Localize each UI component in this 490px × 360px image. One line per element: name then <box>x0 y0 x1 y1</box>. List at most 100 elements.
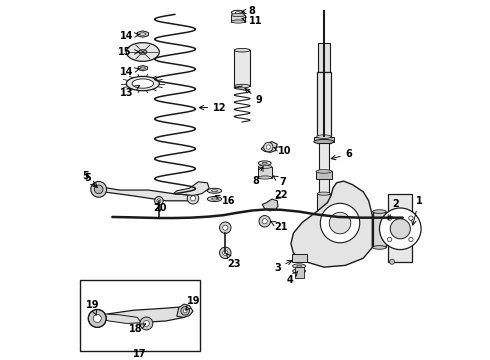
Ellipse shape <box>317 135 331 139</box>
Text: 20: 20 <box>153 203 167 213</box>
Polygon shape <box>177 304 193 318</box>
Circle shape <box>220 247 231 258</box>
Polygon shape <box>137 31 148 37</box>
Text: 10: 10 <box>274 146 291 156</box>
Ellipse shape <box>258 176 272 179</box>
Bar <box>80 280 200 351</box>
Bar <box>317 72 331 143</box>
Ellipse shape <box>234 84 250 88</box>
Ellipse shape <box>316 170 332 173</box>
Circle shape <box>390 259 394 264</box>
Ellipse shape <box>132 79 153 88</box>
Bar <box>318 194 330 222</box>
Circle shape <box>181 307 190 315</box>
Ellipse shape <box>231 20 245 23</box>
Text: 18: 18 <box>129 324 146 334</box>
Ellipse shape <box>318 74 330 76</box>
Ellipse shape <box>235 12 240 13</box>
Ellipse shape <box>373 210 386 213</box>
Circle shape <box>88 310 106 327</box>
Ellipse shape <box>212 190 218 192</box>
Circle shape <box>329 212 351 234</box>
Circle shape <box>262 219 268 224</box>
Ellipse shape <box>126 76 159 91</box>
Circle shape <box>409 237 413 242</box>
Text: 15: 15 <box>118 47 139 57</box>
Text: 7: 7 <box>273 176 286 187</box>
Ellipse shape <box>234 48 250 52</box>
Ellipse shape <box>207 188 221 193</box>
Circle shape <box>144 320 149 327</box>
Bar <box>231 15 245 22</box>
Circle shape <box>187 193 199 204</box>
Circle shape <box>390 219 410 239</box>
Text: 1: 1 <box>412 196 422 225</box>
Text: 19: 19 <box>86 300 99 315</box>
Bar <box>318 43 330 72</box>
Bar <box>316 171 332 179</box>
Polygon shape <box>262 199 278 211</box>
Text: 11: 11 <box>242 16 263 26</box>
Bar <box>234 50 250 86</box>
Circle shape <box>259 216 270 227</box>
Text: 12: 12 <box>199 103 227 113</box>
Ellipse shape <box>212 198 218 200</box>
Polygon shape <box>291 181 372 267</box>
Ellipse shape <box>318 221 330 224</box>
Text: 14: 14 <box>120 67 139 77</box>
Ellipse shape <box>296 265 302 267</box>
Ellipse shape <box>293 269 306 273</box>
Text: 16: 16 <box>216 195 236 206</box>
Circle shape <box>222 250 228 255</box>
Circle shape <box>157 199 161 203</box>
Bar <box>314 137 334 141</box>
Text: 6: 6 <box>331 149 352 160</box>
Text: 4: 4 <box>287 271 298 285</box>
Circle shape <box>379 208 421 249</box>
Polygon shape <box>173 182 209 195</box>
Circle shape <box>409 216 413 220</box>
Polygon shape <box>98 307 190 323</box>
Text: 19: 19 <box>186 296 200 310</box>
Ellipse shape <box>314 139 334 144</box>
Circle shape <box>140 317 153 330</box>
Bar <box>258 167 272 177</box>
Circle shape <box>95 186 102 193</box>
Circle shape <box>93 314 101 323</box>
Ellipse shape <box>139 50 147 54</box>
Bar <box>389 194 412 262</box>
Circle shape <box>264 142 273 152</box>
Circle shape <box>266 145 270 149</box>
Circle shape <box>91 181 107 197</box>
Circle shape <box>191 196 196 201</box>
Ellipse shape <box>231 10 245 15</box>
Circle shape <box>320 203 360 243</box>
Ellipse shape <box>126 43 159 61</box>
Text: 22: 22 <box>274 190 288 201</box>
Circle shape <box>183 309 187 313</box>
Ellipse shape <box>231 13 245 17</box>
Text: 21: 21 <box>271 222 288 231</box>
Ellipse shape <box>373 246 386 249</box>
Bar <box>292 254 307 262</box>
Polygon shape <box>138 66 147 71</box>
Text: 14: 14 <box>120 31 139 41</box>
Text: 5: 5 <box>82 171 95 186</box>
Ellipse shape <box>258 165 272 168</box>
Text: 2: 2 <box>388 199 399 220</box>
Circle shape <box>222 225 228 230</box>
Text: 23: 23 <box>226 253 241 269</box>
Polygon shape <box>98 314 141 324</box>
Ellipse shape <box>258 161 271 166</box>
Text: 8: 8 <box>242 6 256 16</box>
Polygon shape <box>98 186 193 201</box>
Text: 3: 3 <box>274 261 292 273</box>
Bar <box>319 143 329 194</box>
Ellipse shape <box>318 192 330 195</box>
Circle shape <box>155 197 163 205</box>
Circle shape <box>388 237 392 242</box>
Ellipse shape <box>262 162 267 164</box>
Text: 8: 8 <box>252 167 263 186</box>
Circle shape <box>388 216 392 220</box>
Ellipse shape <box>293 264 306 268</box>
